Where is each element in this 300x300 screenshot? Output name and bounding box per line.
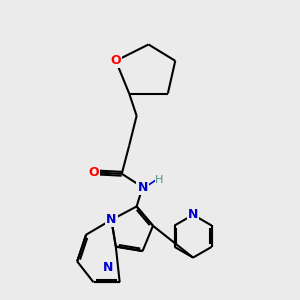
Text: N: N — [103, 261, 114, 274]
Text: N: N — [188, 208, 198, 221]
Text: N: N — [137, 181, 148, 194]
Text: O: O — [110, 54, 121, 67]
Text: N: N — [106, 213, 116, 226]
Text: O: O — [88, 166, 99, 179]
Text: H: H — [155, 175, 164, 185]
